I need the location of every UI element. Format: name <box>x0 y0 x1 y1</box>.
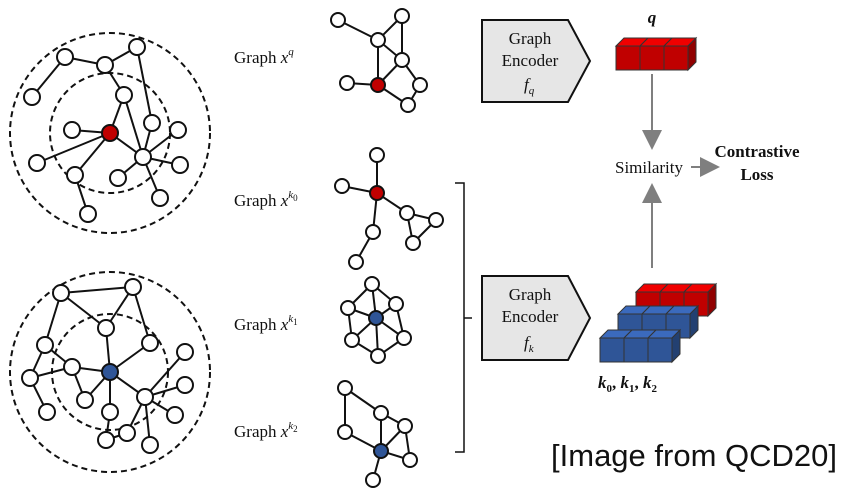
k0-subgraph <box>334 147 444 270</box>
embedding-cell <box>647 337 673 363</box>
query-embedding: q <box>614 8 698 72</box>
graph-label-k1: Graph xk1 <box>234 313 298 334</box>
query-encoder: Graph Encoder fq <box>481 19 592 103</box>
k1-subgraph-center <box>368 310 384 326</box>
embedding-cell <box>615 45 641 71</box>
outer-hop-ring <box>9 32 211 234</box>
graph-label-k2: Graph xk2 <box>234 420 298 441</box>
key-encoder-shape <box>481 275 592 361</box>
query-encoder-line2: Encoder <box>502 51 559 70</box>
key-embedding-blocks <box>598 282 718 364</box>
key-encoder-line1: Graph <box>509 285 552 304</box>
query-center-node <box>101 124 119 142</box>
embedding-cell <box>599 337 625 363</box>
k2-subgraph-center <box>373 443 389 459</box>
query-ego-nodes <box>23 38 189 223</box>
key-embeddings-label: k0, k1, k2 <box>598 373 658 395</box>
key-encoder-func: fk <box>524 333 535 355</box>
query-embedding-strip <box>614 36 698 72</box>
query-encoder-line1: Graph <box>509 29 552 48</box>
key-center-node <box>101 363 119 381</box>
loss-label-line2: Loss <box>740 165 773 184</box>
key-encoder-line2: Encoder <box>502 307 559 326</box>
similarity-label: Similarity <box>615 158 684 177</box>
embedding-cell <box>623 337 649 363</box>
key-embedding-strip-front <box>598 328 682 364</box>
query-subgraph <box>330 8 428 113</box>
k2-subgraph <box>337 380 418 488</box>
loss-label-line1: Contrastive <box>715 142 800 161</box>
query-embedding-label: q <box>648 8 657 27</box>
k1-subgraph <box>340 276 412 364</box>
image-caption: [Image from QCD20] <box>551 438 837 473</box>
query-encoder-shape <box>481 19 592 103</box>
outer-hop-ring <box>9 271 211 473</box>
query-encoder-func: fq <box>524 75 535 97</box>
key-embeddings: k0, k1, k2 <box>598 282 718 395</box>
embedding-cell <box>663 45 689 71</box>
key-graphs-bracket <box>455 182 472 453</box>
graph-label-k0: Graph xk0 <box>234 189 298 210</box>
query-ego-network <box>9 32 211 234</box>
key-ego-network <box>9 271 211 473</box>
k0-subgraph-center <box>369 185 385 201</box>
key-encoder: Graph Encoder fk <box>481 275 592 361</box>
query-subgraph-center <box>370 77 386 93</box>
query-embedding-block <box>614 36 698 72</box>
key-ego-nodes <box>21 278 194 454</box>
graph-label-query: Graph xq <box>234 46 294 67</box>
embedding-cell <box>639 45 665 71</box>
